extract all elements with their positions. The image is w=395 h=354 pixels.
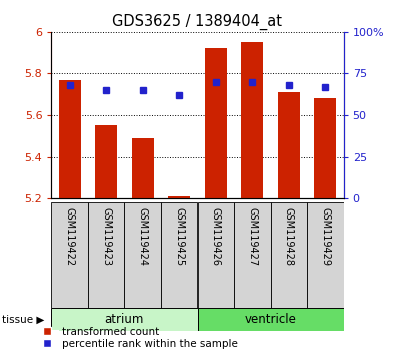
Text: GSM119424: GSM119424: [138, 207, 148, 266]
Bar: [271, 202, 307, 308]
Bar: [95, 125, 117, 198]
Bar: [198, 202, 234, 308]
Bar: [124, 202, 161, 308]
Bar: [168, 196, 190, 198]
Text: ventricle: ventricle: [245, 313, 297, 326]
Text: GSM119428: GSM119428: [284, 207, 294, 266]
Bar: [241, 42, 263, 198]
Bar: [307, 202, 344, 308]
Text: GSM119425: GSM119425: [174, 207, 184, 266]
Bar: [51, 202, 88, 308]
Text: GSM119422: GSM119422: [65, 207, 75, 266]
Bar: [314, 98, 336, 198]
Text: GSM119423: GSM119423: [101, 207, 111, 266]
Bar: [132, 138, 154, 198]
Legend: transformed count, percentile rank within the sample: transformed count, percentile rank withi…: [37, 327, 238, 349]
Text: GSM119427: GSM119427: [247, 207, 257, 266]
Bar: [51, 308, 198, 331]
Text: GSM119426: GSM119426: [211, 207, 221, 266]
Bar: [59, 80, 81, 198]
Bar: [278, 92, 300, 198]
Bar: [198, 308, 344, 331]
Bar: [161, 202, 198, 308]
Bar: [205, 48, 227, 198]
Text: atrium: atrium: [105, 313, 144, 326]
Text: GDS3625 / 1389404_at: GDS3625 / 1389404_at: [113, 14, 282, 30]
Text: GSM119429: GSM119429: [320, 207, 330, 266]
Bar: [88, 202, 124, 308]
Text: tissue ▶: tissue ▶: [2, 314, 44, 325]
Bar: [234, 202, 271, 308]
